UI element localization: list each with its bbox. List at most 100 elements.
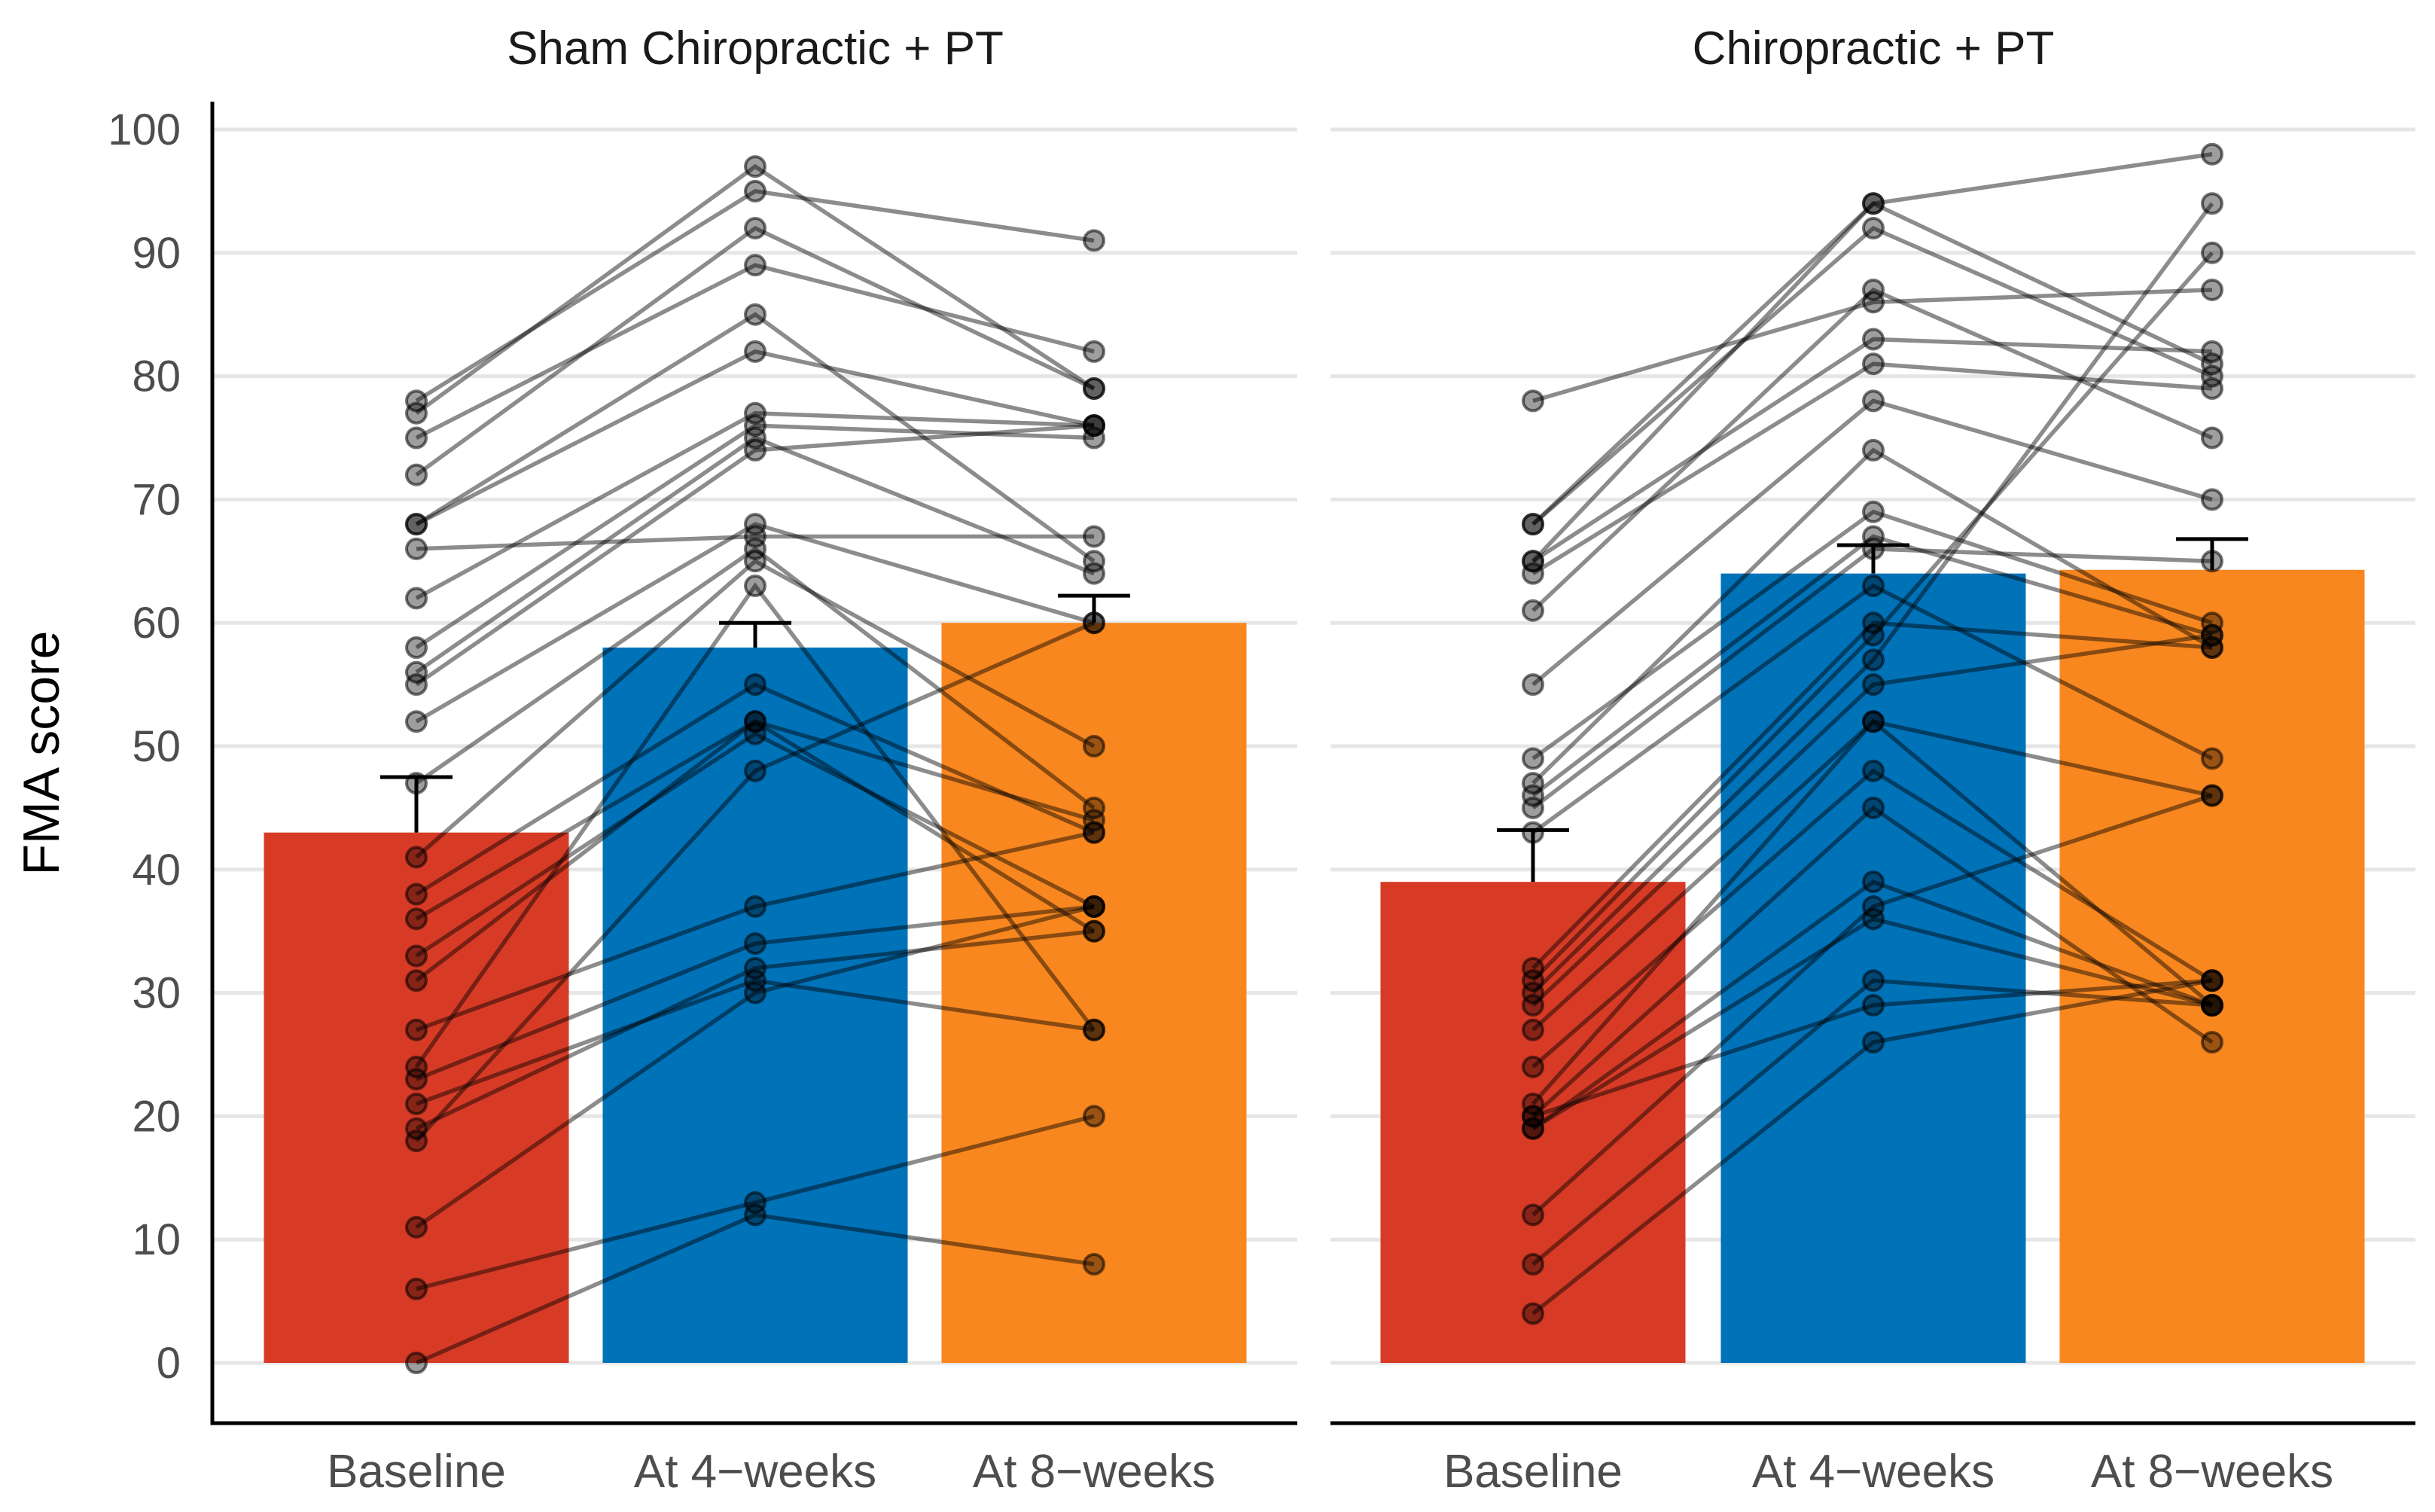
y-tick-label: 30 — [132, 969, 181, 1018]
subject-point — [2201, 747, 2223, 770]
subject-point — [2201, 278, 2223, 301]
subject-point — [405, 772, 428, 795]
bar-1 — [602, 647, 908, 1363]
subject-line — [1531, 978, 2213, 1315]
subject-point — [405, 1093, 428, 1116]
x-tick-label: At 8−weeks — [2091, 1446, 2333, 1498]
subject-point — [744, 575, 766, 598]
subject-point — [405, 1215, 428, 1239]
subject-line — [416, 1114, 1095, 1291]
subject-point — [1083, 376, 1105, 400]
subject-line — [415, 1212, 1095, 1365]
subject-point — [1862, 907, 1885, 931]
subject-line — [1531, 805, 2214, 1118]
subject-point — [405, 710, 428, 733]
subject-point — [1862, 759, 1885, 782]
x-tick-label: At 4−weeks — [634, 1446, 876, 1498]
subject-point — [405, 513, 428, 536]
subject-point — [2201, 192, 2223, 215]
subject-point — [1522, 513, 1544, 536]
subject-line — [415, 435, 1096, 674]
subject-line — [1531, 225, 2214, 526]
y-tick-label: 100 — [108, 105, 181, 154]
subject-point — [1083, 1105, 1105, 1128]
subject-point — [1862, 710, 1885, 733]
subject-point — [1862, 192, 1885, 215]
subject-point — [1522, 1018, 1544, 1041]
subject-point — [744, 1203, 766, 1227]
subject-point — [744, 932, 766, 956]
subject-line — [1531, 447, 2214, 785]
subject-line — [1532, 288, 2213, 404]
subject-point — [2201, 340, 2223, 363]
subject-line — [1531, 633, 2213, 1007]
subject-line — [1531, 793, 2213, 1217]
subject-point — [744, 303, 766, 326]
x-tick-label: At 8−weeks — [973, 1446, 1215, 1498]
subject-point — [405, 969, 428, 992]
subject-line — [415, 904, 1095, 1230]
subject-line — [1531, 620, 2213, 970]
subject-point — [405, 1068, 428, 1091]
subject-point — [405, 1277, 428, 1300]
subject-line — [415, 904, 1095, 1081]
subject-point — [405, 883, 428, 906]
subject-point — [1522, 821, 1544, 844]
subject-point — [405, 587, 428, 610]
subject-point — [1083, 821, 1105, 844]
subject-point — [744, 217, 766, 240]
subject-line — [416, 978, 1095, 1106]
subject-line — [1531, 287, 2214, 612]
subject-line — [415, 163, 1096, 415]
subject-point — [405, 1018, 428, 1041]
subject-line — [1531, 509, 2213, 761]
bar-0 — [1380, 882, 1686, 1363]
subject-point — [1522, 1203, 1544, 1227]
subject-point — [1862, 438, 1885, 462]
y-tick-label: 20 — [132, 1092, 181, 1141]
subject-point — [405, 1352, 428, 1374]
subject-line — [1531, 768, 2214, 1068]
error-bar — [2176, 537, 2248, 570]
subject-point — [2201, 993, 2223, 1017]
subject-point — [405, 673, 428, 697]
subject-point — [2201, 376, 2223, 400]
error-bar — [380, 775, 453, 833]
subject-line — [1531, 718, 2214, 1105]
subject-point — [405, 426, 428, 450]
subject-point — [405, 463, 428, 486]
subject-point — [1862, 328, 1885, 351]
subject-line — [1532, 978, 2213, 1119]
subject-line — [415, 731, 1096, 958]
subject-line — [415, 423, 1095, 650]
subject-point — [1862, 500, 1885, 523]
subject-point — [744, 340, 766, 363]
subject-point — [1083, 1252, 1105, 1276]
subject-point — [1862, 796, 1885, 819]
subject-point — [1862, 278, 1885, 301]
subject-point — [1083, 562, 1105, 585]
subject-line — [1531, 152, 2213, 563]
subject-point — [744, 550, 766, 573]
subject-point — [2201, 969, 2223, 992]
subject-point — [405, 1129, 428, 1153]
error-bar — [1497, 828, 1569, 883]
subject-point — [744, 981, 766, 1004]
y-tick-label: 10 — [132, 1215, 181, 1264]
subject-point — [2201, 550, 2223, 573]
subject-point — [1083, 735, 1105, 758]
subject-point — [1083, 414, 1105, 437]
subject-point — [2201, 426, 2223, 450]
x-tick-label: At 4−weeks — [1752, 1446, 1995, 1498]
subject-point — [744, 759, 766, 782]
y-tick-label: 0 — [157, 1339, 181, 1388]
y-tick-label: 90 — [132, 229, 181, 278]
subject-point — [1522, 599, 1544, 622]
bar-2 — [941, 623, 1247, 1363]
bar-1 — [1720, 573, 2026, 1364]
x-tick-label: Baseline — [327, 1446, 506, 1498]
subject-point — [1522, 993, 1544, 1017]
subject-line — [416, 534, 1094, 551]
subject-point — [2201, 488, 2223, 511]
